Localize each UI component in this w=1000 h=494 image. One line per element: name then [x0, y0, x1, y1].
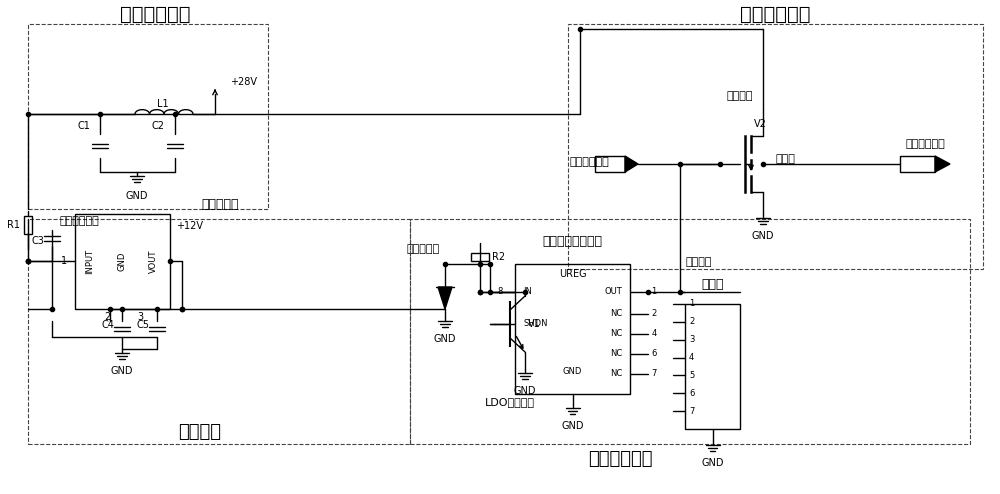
Text: INPUT: INPUT [86, 249, 94, 274]
Text: R1: R1 [7, 220, 20, 230]
Bar [410, 219, 970, 444]
Text: NC: NC [610, 370, 622, 378]
Text: R2: R2 [492, 252, 505, 262]
Text: C3: C3 [32, 237, 44, 247]
Text: UREG: UREG [559, 269, 586, 279]
Text: 放大信号输出: 放大信号输出 [905, 139, 945, 149]
Bar [28, 219, 410, 444]
Text: GND: GND [126, 191, 148, 201]
Text: 2: 2 [689, 317, 694, 327]
Text: +12V: +12V [176, 221, 204, 231]
Text: 电位器: 电位器 [701, 278, 724, 290]
Text: OUT: OUT [604, 288, 622, 296]
Text: 4: 4 [689, 353, 694, 362]
Text: 4: 4 [651, 329, 657, 338]
Text: 漏极馈电: 漏极馈电 [727, 91, 753, 101]
Text: 5: 5 [689, 371, 694, 380]
Text: C4: C4 [102, 320, 114, 330]
Bar [568, 24, 983, 269]
Text: 2: 2 [104, 312, 110, 322]
Text: 保护二极管: 保护二极管 [407, 244, 440, 254]
Text: V2: V2 [754, 119, 766, 129]
Text: GND: GND [561, 421, 584, 431]
Text: LDO使能开关: LDO使能开关 [485, 397, 535, 407]
Bar [685, 304, 740, 429]
Text: VOUT: VOUT [148, 250, 158, 273]
Bar [24, 216, 32, 234]
Bar [595, 156, 625, 172]
Bar [471, 253, 489, 261]
Text: 3: 3 [689, 335, 694, 344]
Text: 功放管: 功放管 [775, 154, 795, 164]
Text: 线性稳压电路: 线性稳压电路 [588, 450, 652, 468]
Text: IN: IN [523, 288, 532, 296]
Text: 1: 1 [651, 288, 657, 296]
Text: L1: L1 [157, 99, 169, 109]
Text: 8: 8 [498, 288, 503, 296]
Bar [900, 156, 935, 172]
Text: GND: GND [111, 366, 133, 376]
Text: GND: GND [118, 252, 126, 271]
Text: 分压功率电阻: 分压功率电阻 [60, 216, 100, 226]
Text: 低压差线性稳压器: 低压差线性稳压器 [542, 236, 602, 248]
Text: GND: GND [434, 334, 456, 344]
Text: NC: NC [610, 349, 622, 359]
Text: GND: GND [514, 386, 536, 396]
Text: 栅极供电: 栅极供电 [685, 257, 712, 267]
Polygon shape [438, 287, 452, 309]
Text: 射频放大电路: 射频放大电路 [740, 4, 810, 24]
Text: 电压调整器: 电压调整器 [201, 198, 239, 210]
Text: 3: 3 [137, 312, 143, 322]
Text: 7: 7 [651, 370, 657, 378]
Text: 2: 2 [651, 310, 657, 319]
Text: 电源滤波电路: 电源滤波电路 [120, 4, 190, 24]
Text: NC: NC [610, 310, 622, 319]
Text: 1: 1 [689, 299, 694, 308]
Text: 降压电路: 降压电路 [178, 423, 222, 441]
Text: C2: C2 [152, 121, 165, 131]
Text: C5: C5 [136, 320, 150, 330]
Text: 6: 6 [651, 349, 657, 359]
Text: 7: 7 [689, 407, 694, 415]
Text: GND: GND [701, 458, 724, 468]
Text: GND: GND [752, 231, 774, 241]
Polygon shape [935, 156, 950, 172]
Text: +28V: +28V [230, 77, 257, 87]
Text: GND: GND [563, 368, 582, 376]
Polygon shape [625, 156, 638, 172]
Text: SHDN: SHDN [523, 320, 548, 329]
Bar [75, 214, 170, 309]
Text: 1: 1 [61, 256, 67, 266]
Bar [515, 264, 630, 394]
Text: V1: V1 [528, 319, 541, 329]
Text: C1: C1 [77, 121, 90, 131]
Text: NC: NC [610, 329, 622, 338]
Text: 6: 6 [689, 389, 694, 398]
Bar [28, 24, 268, 209]
Text: 输入射频信号: 输入射频信号 [570, 157, 610, 167]
